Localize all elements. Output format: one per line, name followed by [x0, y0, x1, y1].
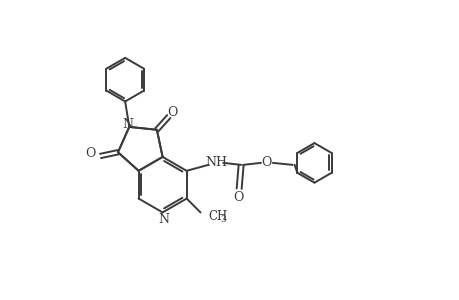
Text: N: N — [158, 213, 169, 226]
Text: O: O — [261, 156, 272, 170]
Text: NH: NH — [205, 156, 227, 170]
Text: CH: CH — [208, 210, 227, 223]
Text: O: O — [85, 148, 95, 160]
Text: O: O — [167, 106, 178, 119]
Text: 3: 3 — [220, 215, 225, 224]
Text: O: O — [232, 191, 243, 204]
Text: N: N — [123, 118, 134, 131]
